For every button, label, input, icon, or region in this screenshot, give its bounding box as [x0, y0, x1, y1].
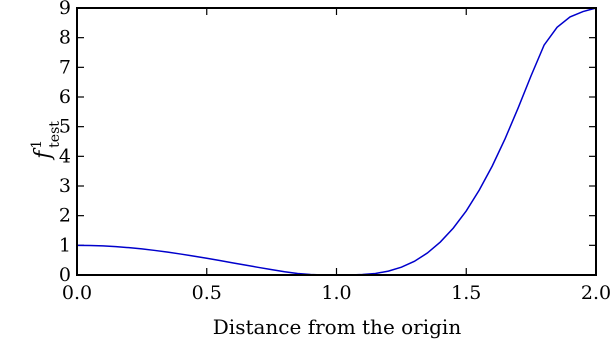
y-tick-label: 6	[59, 86, 71, 108]
x-axis-label: Distance from the origin	[213, 315, 462, 339]
y-tick-label: 8	[59, 27, 71, 49]
y-tick-label: 3	[59, 175, 71, 197]
ticks	[76, 7, 597, 276]
x-tick-label: 0.0	[62, 282, 92, 304]
plot-frame	[76, 7, 597, 276]
y-tick-label: 4	[59, 145, 71, 167]
y-tick-label: 5	[59, 116, 71, 138]
y-axis-label-sup: 1	[29, 140, 45, 149]
x-tick-label: 1.5	[451, 282, 481, 304]
x-tick-label: 1.0	[321, 282, 351, 304]
x-tick-label: 2.0	[581, 282, 611, 304]
tick-labels: 0.0 0.5 1.0 1.5 2.0 0 1 2 3 4 5 6 7 8 9	[59, 0, 611, 304]
y-tick-label: 1	[59, 234, 71, 256]
x-tick-label: 0.5	[192, 282, 222, 304]
y-tick-label: 0	[59, 264, 71, 286]
y-tick-label: 7	[59, 56, 71, 78]
y-tick-label: 9	[59, 0, 71, 19]
y-tick-label: 2	[59, 205, 71, 227]
y-axis-label-sub: test	[47, 121, 63, 148]
y-axis-label: f1 test	[29, 121, 63, 161]
series-line	[76, 7, 597, 276]
